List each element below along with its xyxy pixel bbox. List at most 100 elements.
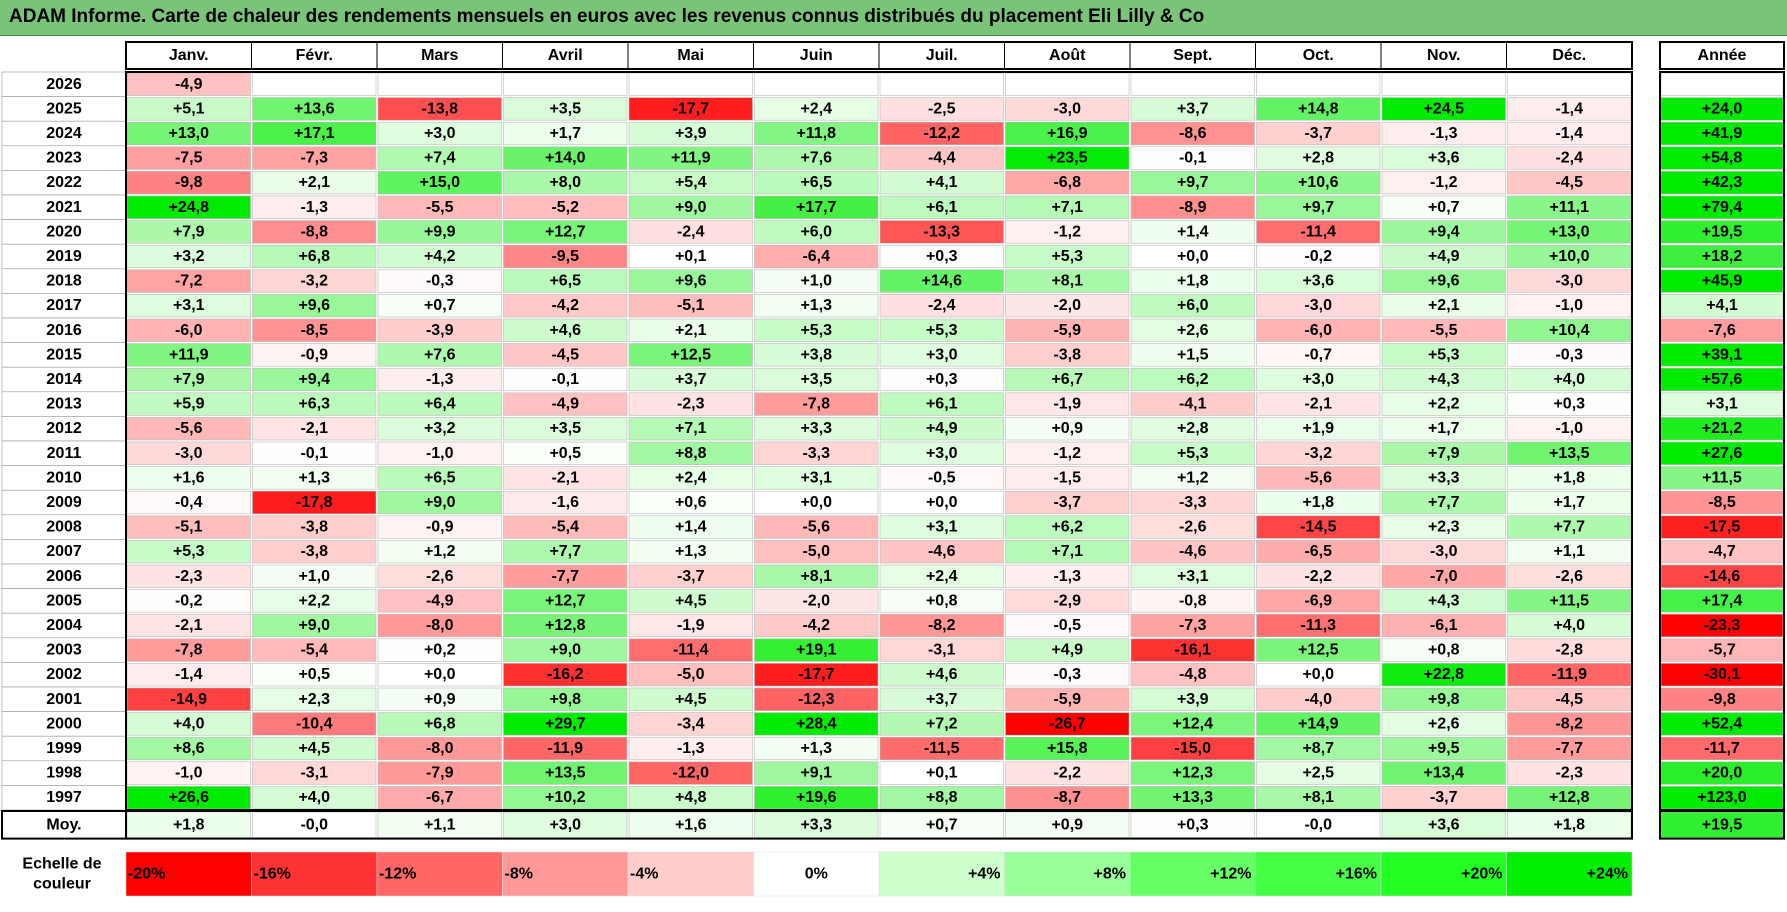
cell-value: -5,9	[1053, 322, 1081, 339]
cell-value: -12,3	[798, 691, 835, 708]
heatmap-cell	[1005, 663, 1130, 687]
cell-value: +10,6	[1298, 174, 1339, 191]
heatmap-cell	[879, 490, 1004, 515]
heatmap-cell	[1381, 515, 1506, 539]
heatmap-cell	[628, 72, 753, 96]
annual-value: +45,9	[1702, 273, 1743, 290]
cell-value: -1,2	[1053, 445, 1081, 462]
average-cell	[1256, 811, 1381, 838]
heatmap-cell	[1005, 417, 1130, 441]
cell-value: +8,8	[675, 445, 707, 462]
heatmap-cell	[377, 417, 502, 441]
heatmap-cell	[503, 663, 628, 687]
heatmap-cell	[1130, 244, 1255, 269]
cell-value: -7,2	[175, 273, 203, 290]
heatmap-cell	[1381, 736, 1506, 761]
heatmap-cell	[879, 171, 1004, 195]
scale-swatch	[376, 851, 503, 897]
heatmap-cell	[1381, 146, 1506, 170]
heatmap-cell	[252, 490, 377, 515]
cell-value: -3,3	[1179, 494, 1207, 511]
cell-value: +1,6	[173, 469, 205, 486]
cell-value: +4,5	[675, 592, 707, 609]
heatmap-cell	[1256, 736, 1381, 761]
cell-value: -16,2	[547, 666, 584, 683]
cell-value: +0,3	[926, 248, 958, 265]
annual-value: +17,4	[1702, 592, 1743, 609]
cell-value: -6,1	[1430, 617, 1458, 634]
cell-value: +14,6	[922, 273, 963, 290]
cell-value: +0,9	[424, 691, 456, 708]
cell-value: +3,7	[675, 371, 707, 388]
cell-value: -2,0	[802, 592, 830, 609]
heatmap-cell	[1256, 613, 1381, 638]
cell-value: +1,2	[424, 543, 456, 560]
cell-value: +7,9	[1428, 445, 1460, 462]
cell-value: +0,1	[926, 765, 958, 782]
cell-value: +9,1	[800, 765, 832, 782]
heatmap-cell	[252, 318, 377, 342]
cell-value: -0,1	[300, 445, 328, 462]
cell-value: -3,0	[1304, 297, 1332, 314]
cell-value: +8,1	[1302, 789, 1334, 806]
cell-value: -5,2	[551, 199, 579, 216]
year-label-cell	[1, 489, 127, 516]
cell-value: -2,1	[1304, 396, 1332, 413]
heatmap-cell	[1381, 318, 1506, 342]
heatmap-cell	[1130, 441, 1255, 465]
cell-value: +2,1	[675, 322, 707, 339]
cell-value: -0,1	[1179, 150, 1207, 167]
average-label-cell	[1, 810, 127, 840]
year-label-cell	[1, 120, 127, 147]
cell-value: +1,9	[1302, 420, 1334, 437]
heatmap-cell	[1005, 97, 1130, 121]
cell-value: -8,5	[300, 322, 328, 339]
year-label-cell	[1, 440, 127, 466]
average-value: +1,8	[173, 816, 205, 833]
annual-cell	[1660, 72, 1784, 96]
cell-value: +17,7	[796, 199, 837, 216]
cell-value: -2,1	[551, 469, 579, 486]
cell-value: +4,3	[1428, 592, 1460, 609]
cell-value: -5,4	[551, 519, 579, 536]
heatmap-cell	[879, 712, 1004, 736]
cell-value: -15,0	[1175, 740, 1212, 757]
cell-value: -0,9	[300, 346, 328, 363]
cell-value: -0,7	[1304, 346, 1332, 363]
cell-value: +6,2	[1177, 371, 1209, 388]
cell-value: -2,4	[1555, 150, 1583, 167]
cell-value: -7,5	[175, 150, 203, 167]
heatmap-cell	[252, 613, 377, 638]
cell-value: -2,9	[1053, 592, 1081, 609]
scale-swatch-label: -12%	[379, 866, 416, 883]
cell-value: +15,0	[420, 174, 461, 191]
cell-value: +6,1	[926, 199, 958, 216]
heatmap-cell	[1256, 417, 1381, 441]
cell-value: -6,7	[426, 789, 454, 806]
cell-value: -7,7	[551, 568, 579, 585]
heatmap-cell	[754, 515, 879, 539]
year-label-cell	[1, 637, 127, 663]
annual-value: +4,1	[1706, 297, 1738, 314]
cell-value: -0,4	[175, 494, 203, 511]
heatmap-cell	[252, 712, 377, 736]
heatmap-cell	[252, 392, 377, 416]
cell-value: +3,9	[675, 125, 707, 142]
scale-swatch-label: +24%	[1587, 866, 1628, 883]
heatmap-cell	[628, 736, 753, 761]
average-value: -0,0	[1304, 816, 1332, 833]
cell-value: -3,8	[300, 519, 328, 536]
cell-value: +3,0	[926, 445, 958, 462]
cell-value: -3,7	[1304, 125, 1332, 142]
heatmap-cell	[754, 72, 879, 96]
cell-value: -3,7	[677, 568, 705, 585]
cell-value: -4,1	[1179, 396, 1207, 413]
heatmap-cell	[628, 294, 753, 318]
cell-value: -2,4	[677, 223, 705, 240]
cell-value: +5,4	[675, 174, 707, 191]
year-label-cell	[1, 465, 127, 491]
annual-value: -9,8	[1708, 691, 1736, 708]
scale-swatch-label: -20%	[128, 866, 165, 883]
heatmap-cell	[1130, 564, 1255, 588]
